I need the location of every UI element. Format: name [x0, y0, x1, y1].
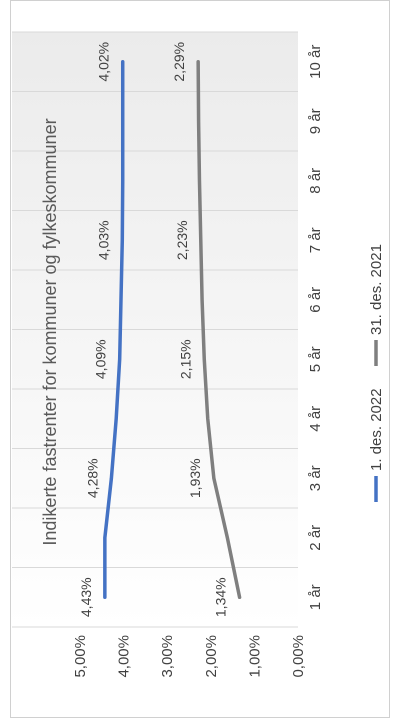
y-tick-label: 2,00% — [203, 635, 220, 678]
x-tick-label: 10 år — [307, 45, 324, 79]
data-label: 4,03% — [95, 220, 111, 260]
series-line-2 — [196, 60, 242, 599]
x-tick-label: 9 år — [307, 108, 324, 134]
data-label: 4,43% — [78, 577, 94, 617]
data-label: 4,09% — [93, 339, 109, 379]
x-tick-label: 1 år — [307, 584, 324, 610]
data-label: 4,02% — [96, 42, 112, 82]
x-tick-label: 4 år — [307, 406, 324, 432]
x-tick-label: 5 år — [307, 346, 324, 372]
series-line-1 — [103, 60, 125, 599]
data-label: 4,28% — [84, 458, 100, 498]
y-tick-label: 0,00% — [290, 635, 307, 678]
x-tick-label: 3 år — [307, 465, 324, 491]
x-tick-label: 6 år — [307, 287, 324, 313]
x-tick-label: 7 år — [307, 227, 324, 253]
data-label: 2,23% — [174, 220, 190, 260]
data-label: 1,93% — [187, 458, 203, 498]
data-label: 2,29% — [171, 42, 187, 82]
data-label: 1,34% — [213, 577, 229, 617]
x-tick-label: 2 år — [307, 525, 324, 551]
data-label: 2,15% — [177, 339, 193, 379]
x-tick-label: 8 år — [307, 168, 324, 194]
y-tick-label: 5,00% — [72, 635, 89, 678]
chart-title: Indikerte fastrenter for kommuner og fyl… — [40, 118, 60, 545]
y-tick-label: 3,00% — [159, 635, 176, 678]
y-tick-label: 1,00% — [246, 635, 263, 678]
y-tick-label: 4,00% — [116, 635, 133, 678]
legend-label: 31. des. 2021 — [368, 244, 385, 335]
legend-label: 1. des. 2022 — [368, 388, 385, 471]
